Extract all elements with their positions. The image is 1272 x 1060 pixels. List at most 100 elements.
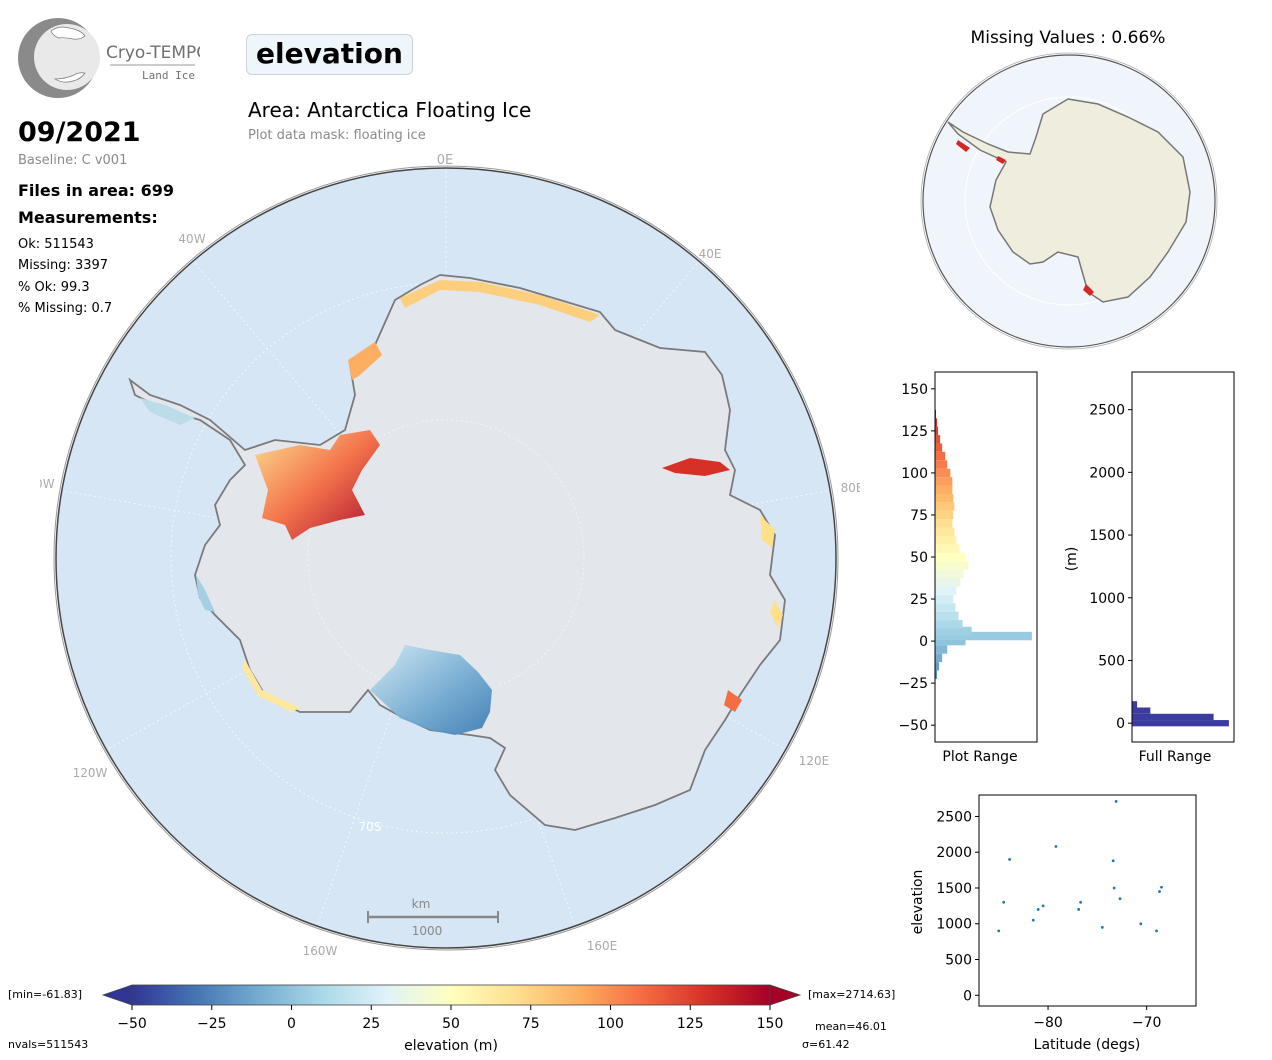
inset-missing-weddell: [996, 156, 1006, 164]
scatter-ticks: 0 500 1000 1500 2000 2500 −80 −70: [936, 809, 1161, 1031]
scatter-point: [1118, 897, 1122, 901]
hist1-bar: [935, 561, 969, 570]
logo-subtitle: Land Ice: [142, 69, 195, 82]
hist1-tick-label: 100: [901, 466, 928, 482]
label-160e: 160E: [587, 939, 618, 953]
scatter-point: [1008, 857, 1011, 861]
scatter-points: [997, 800, 1163, 933]
hist1-bar: [935, 578, 961, 587]
hist1-tick-label: 125: [901, 424, 928, 440]
hist2-bar: [1132, 713, 1214, 721]
hist1-bar: [935, 519, 953, 528]
hist1-bar: [935, 493, 954, 503]
inset-antarctica: [947, 98, 1191, 303]
colorbar-tick-label: 100: [597, 1016, 624, 1032]
hist2-tick-label: 1000: [1089, 591, 1125, 607]
scatter-point: [997, 929, 1001, 933]
coastal-ice-getz: [242, 660, 300, 712]
ok-count: Ok: 511543: [18, 237, 94, 252]
hist1-tick-label: −50: [898, 718, 928, 734]
scale-bar: km 1000: [367, 897, 499, 938]
coastal-ice-west: [196, 575, 215, 612]
area-title: Area: Antarctica Floating Ice: [248, 98, 532, 122]
hist1-bar: [935, 653, 943, 663]
ross-ice-shelf: [370, 645, 492, 735]
colorbar-tick-label: 150: [757, 1016, 784, 1032]
hist2-tick-label: 2500: [1089, 403, 1125, 419]
logo-emblem-icon: Cryo-TEMPO Land Ice: [18, 18, 210, 98]
colorbar-tick-label: 75: [522, 1016, 540, 1032]
label-40w: 40W: [178, 232, 205, 246]
hist1-bar: [935, 485, 953, 494]
colorbar-min-value: [min=-61.83]: [8, 988, 83, 1001]
inset-missing-ross: [1083, 284, 1094, 296]
colorbar-tick-label: −25: [197, 1016, 227, 1032]
scatter-point: [1079, 900, 1082, 904]
coastal-ice-peninsula: [140, 398, 195, 425]
scatter-point: [1054, 845, 1058, 848]
scatter-xlabel: Latitude (degs): [1034, 1037, 1141, 1053]
coastal-ice-adelie: [724, 690, 742, 712]
hist2-bar: [1132, 720, 1229, 727]
missing-count: Missing: 3397: [18, 258, 109, 273]
hist2-tick-label: 1500: [1089, 528, 1125, 544]
scatter-ytick-label: 0: [963, 988, 972, 1004]
colorbar-max-extend: [769, 984, 802, 1006]
latitude-elevation-scatter: 0 500 1000 1500 2000 2500 −80 −70 elevation Lat…: [910, 794, 1197, 1053]
hist1-bar: [935, 468, 951, 478]
colorbar-tick-label: −50: [117, 1016, 147, 1032]
scale-bar-value: 1000: [412, 924, 443, 938]
inset-title: Missing Values : 0.66%: [970, 28, 1166, 48]
label-80e: 80E: [841, 481, 860, 495]
hist1-tick-label: 50: [910, 550, 928, 566]
hist1-bar: [935, 552, 966, 562]
colorbar-tick-label: 50: [442, 1016, 460, 1032]
hist1-bar: [935, 569, 964, 579]
hist2-tick-label: 2000: [1089, 465, 1125, 481]
full-range-histogram: 0 500 1000 1500 2000 2500 (m) Full Range: [1064, 371, 1235, 765]
scatter-point: [1114, 800, 1118, 803]
hist1-bar: [935, 460, 948, 469]
hist1-bar: [935, 535, 957, 545]
ronne-filchner-ice-shelf: [255, 430, 380, 540]
scatter-point: [1111, 859, 1115, 863]
hist2-bars: [1132, 701, 1229, 727]
colorbar-tick-label: 25: [362, 1016, 380, 1032]
scatter-point: [1158, 890, 1161, 893]
hist1-tick-label: 75: [910, 508, 928, 524]
hist1-bar: [935, 502, 955, 511]
colorbar-max-value: [max=2714.63]: [808, 988, 896, 1001]
cryo-tempo-logo: Cryo-TEMPO Land Ice: [18, 17, 210, 101]
colorbar-ticks: −50 −25 0 25 50 75 100 125 150: [117, 1005, 783, 1032]
scatter-ytick-label: 500: [945, 953, 972, 969]
scatter-ytick-label: 1500: [936, 881, 972, 897]
scatter-point: [1041, 904, 1045, 908]
sigma-label: σ=61.42: [802, 1038, 850, 1051]
hist2-tick-label: 500: [1098, 653, 1125, 669]
colorbar-tick-label: 0: [287, 1016, 296, 1032]
hist2-xlabel: Full Range: [1139, 749, 1212, 765]
scatter-ytick-label: 1000: [936, 917, 972, 933]
hist2-ylabel: (m): [1064, 547, 1080, 572]
coastal-ice-dronning: [348, 342, 382, 380]
hist1-bar: [935, 586, 957, 595]
hist2-bar: [1132, 707, 1151, 714]
hist1-bar: [935, 620, 963, 629]
hist1-bar: [935, 636, 966, 646]
scatter-ytick-label: 2500: [936, 809, 972, 825]
scatter-point: [1155, 929, 1158, 933]
colorbar-gradient: [131, 984, 771, 1006]
percent-ok: % Ok: 99.3: [18, 280, 90, 295]
scatter-ytick-label: 2000: [936, 845, 972, 861]
scatter-point: [1077, 908, 1081, 911]
hist1-bar: [935, 626, 972, 636]
label-80w: 80W: [40, 477, 55, 491]
hist1-ticks: −50 −25 0 25 50 75 100 125 150: [898, 382, 935, 734]
hist1-xlabel: Plot Range: [942, 749, 1017, 765]
scatter-point: [1160, 885, 1163, 889]
hist1-bar: [935, 544, 960, 553]
amery-ice-shelf: [662, 458, 730, 476]
hist1-bar: [935, 611, 959, 621]
hist1-bars: [935, 409, 1032, 679]
hist2-ticks: 0 500 1000 1500 2000 2500: [1089, 403, 1132, 732]
